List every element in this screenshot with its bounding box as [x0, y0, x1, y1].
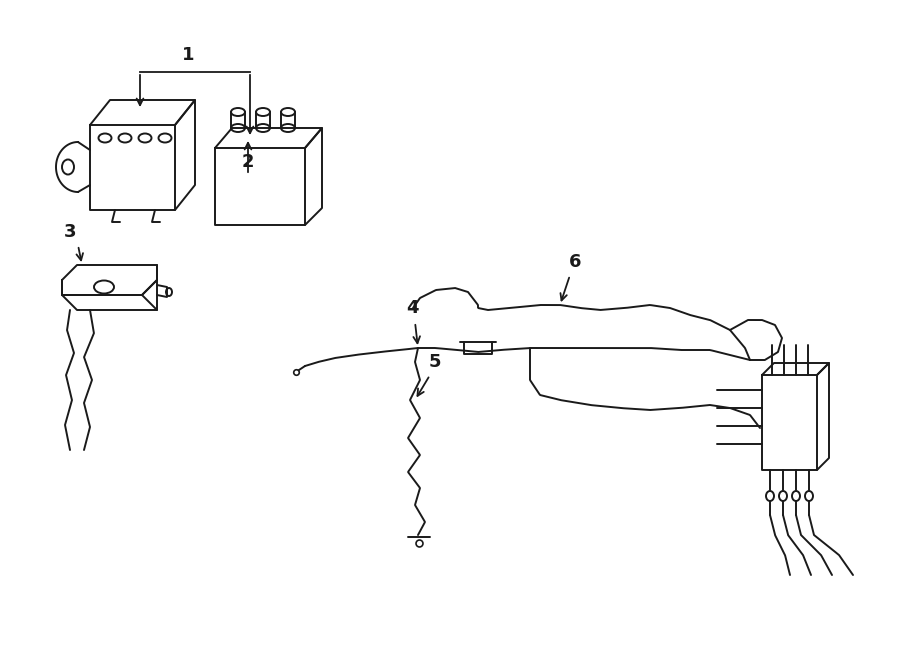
Text: 6: 6 [569, 253, 581, 271]
Text: 1: 1 [182, 46, 194, 64]
Text: 2: 2 [242, 153, 254, 171]
Text: 4: 4 [406, 299, 419, 317]
Text: 5: 5 [428, 353, 441, 371]
Text: 3: 3 [64, 223, 76, 241]
